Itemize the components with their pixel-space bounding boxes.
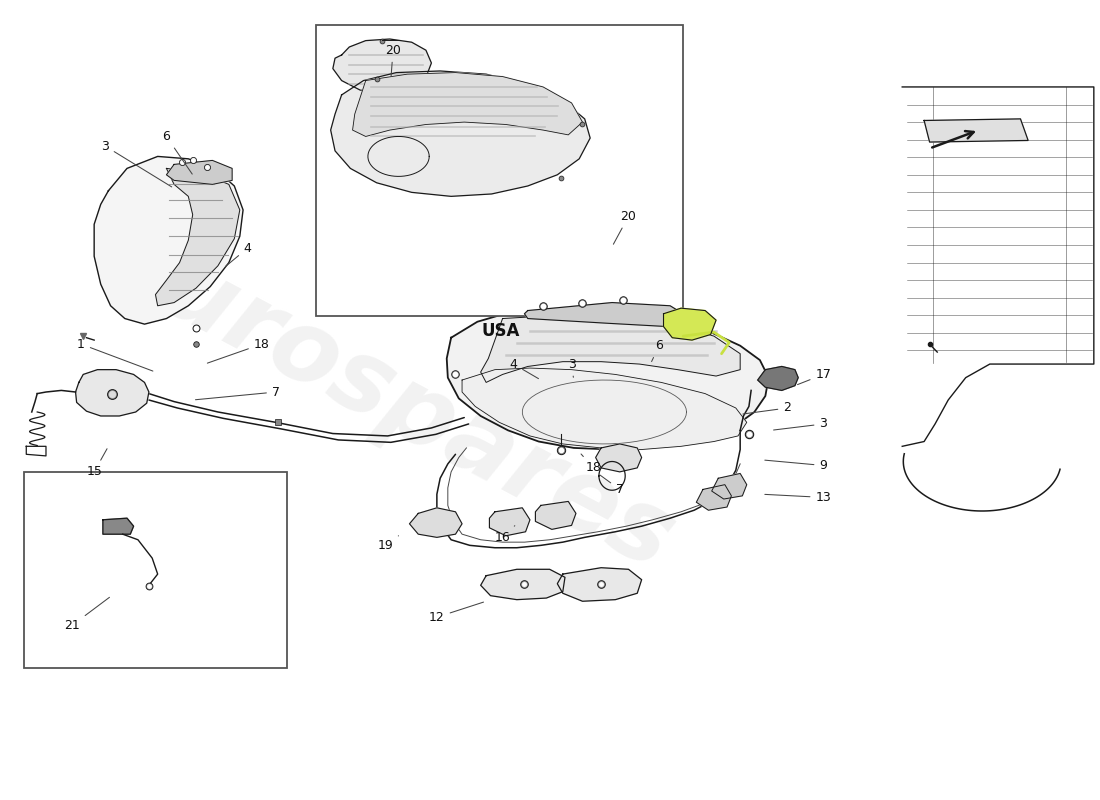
Text: 20: 20 — [614, 210, 637, 244]
Polygon shape — [331, 71, 591, 196]
Text: 6: 6 — [163, 130, 192, 174]
Polygon shape — [758, 366, 799, 390]
Text: 16: 16 — [495, 526, 515, 544]
Text: 7: 7 — [196, 386, 279, 400]
Text: 15: 15 — [86, 449, 107, 478]
Text: 18: 18 — [581, 454, 602, 474]
Text: 2: 2 — [742, 402, 791, 414]
Polygon shape — [166, 161, 232, 184]
Polygon shape — [536, 502, 576, 530]
Polygon shape — [353, 73, 583, 137]
Text: 7: 7 — [601, 475, 624, 496]
Text: USA: USA — [481, 322, 519, 340]
Text: 3: 3 — [773, 418, 827, 430]
Text: 21: 21 — [65, 598, 110, 632]
Text: 4: 4 — [509, 358, 539, 378]
Text: 18: 18 — [208, 338, 270, 363]
Text: 3: 3 — [568, 358, 575, 378]
Text: eurospares: eurospares — [86, 209, 690, 591]
Polygon shape — [155, 169, 240, 306]
Polygon shape — [481, 314, 740, 382]
Polygon shape — [409, 508, 462, 538]
Polygon shape — [481, 570, 565, 600]
Text: 4: 4 — [226, 242, 252, 266]
Text: a passion for excellence since 1985: a passion for excellence since 1985 — [373, 176, 644, 297]
FancyBboxPatch shape — [24, 472, 287, 667]
Text: 1: 1 — [77, 338, 153, 371]
Text: 17: 17 — [798, 368, 832, 385]
Text: 3: 3 — [101, 139, 172, 187]
Polygon shape — [712, 474, 747, 499]
Polygon shape — [447, 308, 769, 450]
Polygon shape — [490, 508, 530, 536]
Text: 6: 6 — [651, 339, 663, 362]
Text: 19: 19 — [377, 536, 398, 552]
Polygon shape — [333, 39, 431, 93]
Polygon shape — [663, 308, 716, 340]
Polygon shape — [462, 368, 747, 450]
Text: 9: 9 — [764, 459, 827, 472]
Polygon shape — [95, 157, 243, 324]
Polygon shape — [595, 444, 641, 472]
Polygon shape — [525, 302, 683, 326]
Text: 20: 20 — [385, 44, 402, 76]
Polygon shape — [924, 119, 1028, 142]
Polygon shape — [76, 370, 148, 416]
Polygon shape — [558, 568, 641, 602]
FancyBboxPatch shape — [317, 25, 683, 316]
Text: 13: 13 — [764, 491, 832, 504]
Polygon shape — [696, 485, 732, 510]
Text: 12: 12 — [429, 602, 484, 624]
Polygon shape — [103, 518, 133, 534]
